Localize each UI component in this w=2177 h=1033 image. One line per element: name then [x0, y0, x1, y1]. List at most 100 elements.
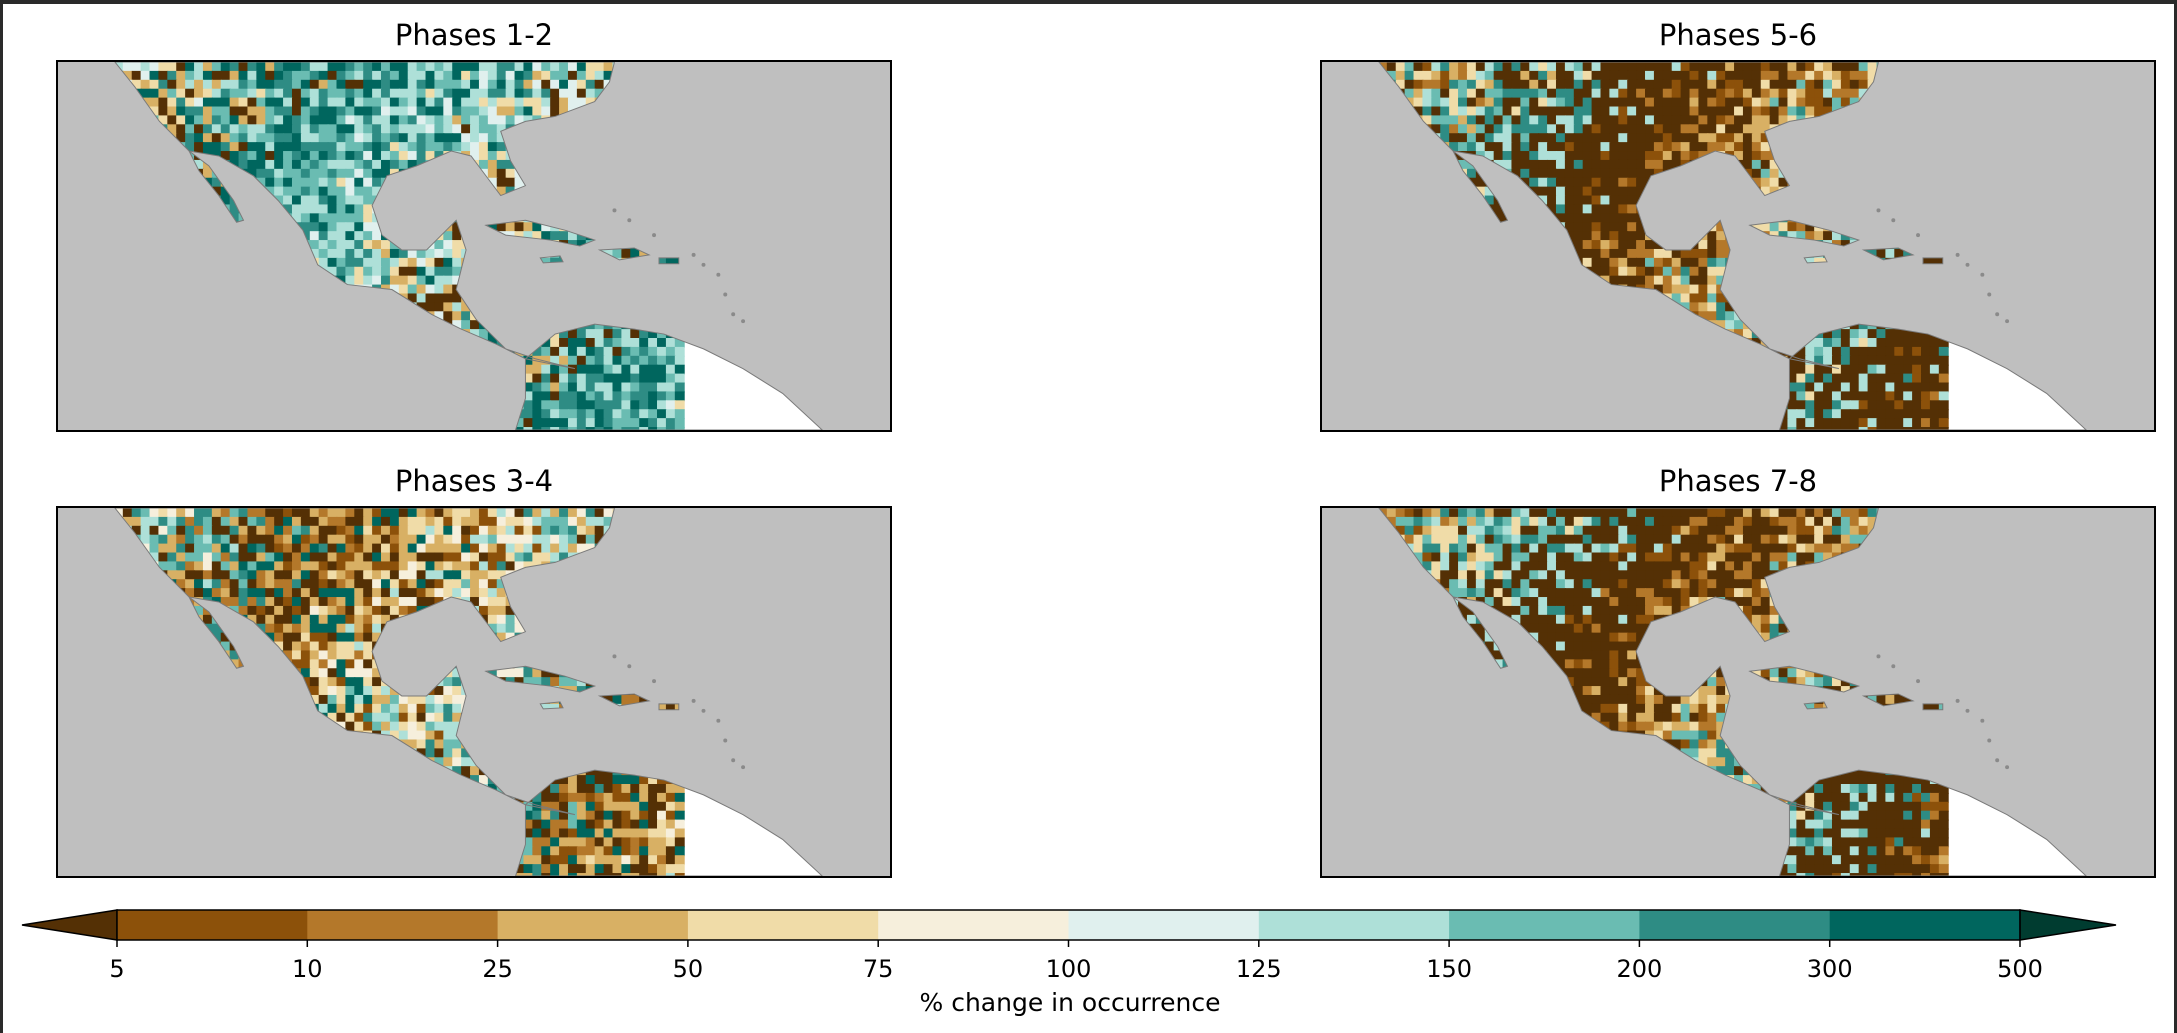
colorbar-tick-label: 150: [1426, 955, 1472, 983]
map-svg: [114, 62, 823, 430]
small-island: [691, 698, 696, 703]
colorbar-segment: [1068, 910, 1260, 940]
small-island: [1980, 718, 1985, 723]
map-svg: [114, 508, 823, 876]
map-svg: [1378, 62, 2087, 430]
coastline: [1779, 323, 2087, 430]
colorbar-tick-label: 10: [292, 955, 323, 983]
map-panel-phases-3-4: [56, 506, 892, 878]
colorbar-segment: [687, 910, 879, 940]
panel-title-phases-7-8: Phases 7-8: [1658, 464, 1818, 498]
small-island: [1965, 262, 1970, 267]
coastline: [1803, 255, 1828, 264]
colorbar-tick-label: 100: [1045, 955, 1092, 983]
small-island: [731, 312, 736, 317]
coastline: [597, 247, 651, 261]
small-island: [1891, 218, 1896, 223]
colorbar-segment: [497, 910, 689, 940]
small-island: [1995, 312, 2000, 317]
coastline: [539, 255, 564, 264]
small-island: [1955, 252, 1960, 257]
small-island: [716, 718, 721, 723]
small-island: [1876, 654, 1881, 659]
colorbar-tick-label: 500: [1997, 955, 2043, 983]
coastline: [1748, 665, 1861, 693]
coastline: [1861, 247, 1915, 261]
small-island: [731, 758, 736, 763]
colorbar-tick-label: 50: [672, 955, 704, 983]
small-island: [612, 208, 617, 213]
small-island: [701, 708, 706, 713]
small-island: [1891, 664, 1896, 669]
colorbar-label: % change in occurrence: [919, 988, 1221, 1017]
colorbar-segment: [1829, 910, 2021, 940]
coastline: [1378, 508, 1879, 816]
colorbar-tick-label: 25: [482, 955, 513, 983]
coastline: [484, 219, 597, 247]
small-island: [652, 233, 657, 238]
small-island: [691, 252, 696, 257]
coastline: [188, 596, 245, 669]
colorbar-segment: [1449, 910, 1640, 940]
land-texture: [114, 62, 685, 430]
small-island: [1987, 738, 1992, 743]
coastline: [597, 693, 651, 707]
small-island: [627, 218, 632, 223]
small-island: [627, 664, 632, 669]
small-island: [1955, 698, 1960, 703]
land-texture: [1378, 62, 1949, 430]
small-island: [741, 765, 746, 770]
map-panel-phases-1-2: [56, 60, 892, 432]
coastline: [1861, 693, 1915, 707]
small-island: [1987, 292, 1992, 297]
colorbar-segment: [878, 910, 1069, 940]
coastline: [1748, 219, 1861, 247]
small-island: [2005, 319, 2010, 324]
coastline: [1922, 257, 1944, 265]
panel-title-phases-5-6: Phases 5-6: [1658, 18, 1818, 52]
coastline: [515, 323, 823, 430]
colorbar-tick-label: 75: [862, 955, 894, 983]
small-island: [701, 262, 706, 267]
small-island: [1995, 758, 2000, 763]
small-island: [741, 319, 746, 324]
land-texture: [1378, 508, 1949, 876]
small-island: [1916, 679, 1921, 684]
coastline: [188, 150, 245, 223]
small-island: [612, 654, 617, 659]
coastline: [484, 665, 597, 693]
coastline: [114, 62, 615, 370]
colorbar-extend-low: [21, 909, 118, 941]
small-island: [723, 292, 728, 297]
coastline: [539, 701, 564, 710]
coastline: [1378, 62, 1879, 370]
colorbar-tick-label: 5: [109, 955, 125, 983]
colorbar-segment: [117, 910, 308, 940]
small-island: [1916, 233, 1921, 238]
small-island: [2005, 765, 2010, 770]
small-island: [723, 738, 728, 743]
colorbar-segment: [1258, 910, 1450, 940]
coastline: [1922, 703, 1944, 711]
small-island: [716, 272, 721, 277]
coastline: [114, 508, 615, 816]
colorbar-extend-high: [2019, 909, 2117, 941]
colorbar-tick-label: 125: [1235, 955, 1282, 983]
small-island: [1965, 708, 1970, 713]
map-panel-phases-5-6: [1320, 60, 2156, 432]
small-island: [652, 679, 657, 684]
land-texture: [114, 508, 685, 876]
coastline: [658, 703, 680, 711]
panel-title-phases-3-4: Phases 3-4: [394, 464, 554, 498]
colorbar-segment: [1639, 910, 1831, 940]
colorbar-segment: [307, 910, 499, 940]
coastline: [1452, 150, 1509, 223]
colorbar: [21, 909, 2117, 947]
coastline: [1452, 596, 1509, 669]
panel-title-phases-1-2: Phases 1-2: [394, 18, 554, 52]
coastline: [658, 257, 680, 265]
colorbar-tick-label: 300: [1806, 955, 1853, 983]
map-svg: [1378, 508, 2087, 876]
map-panel-phases-7-8: [1320, 506, 2156, 878]
